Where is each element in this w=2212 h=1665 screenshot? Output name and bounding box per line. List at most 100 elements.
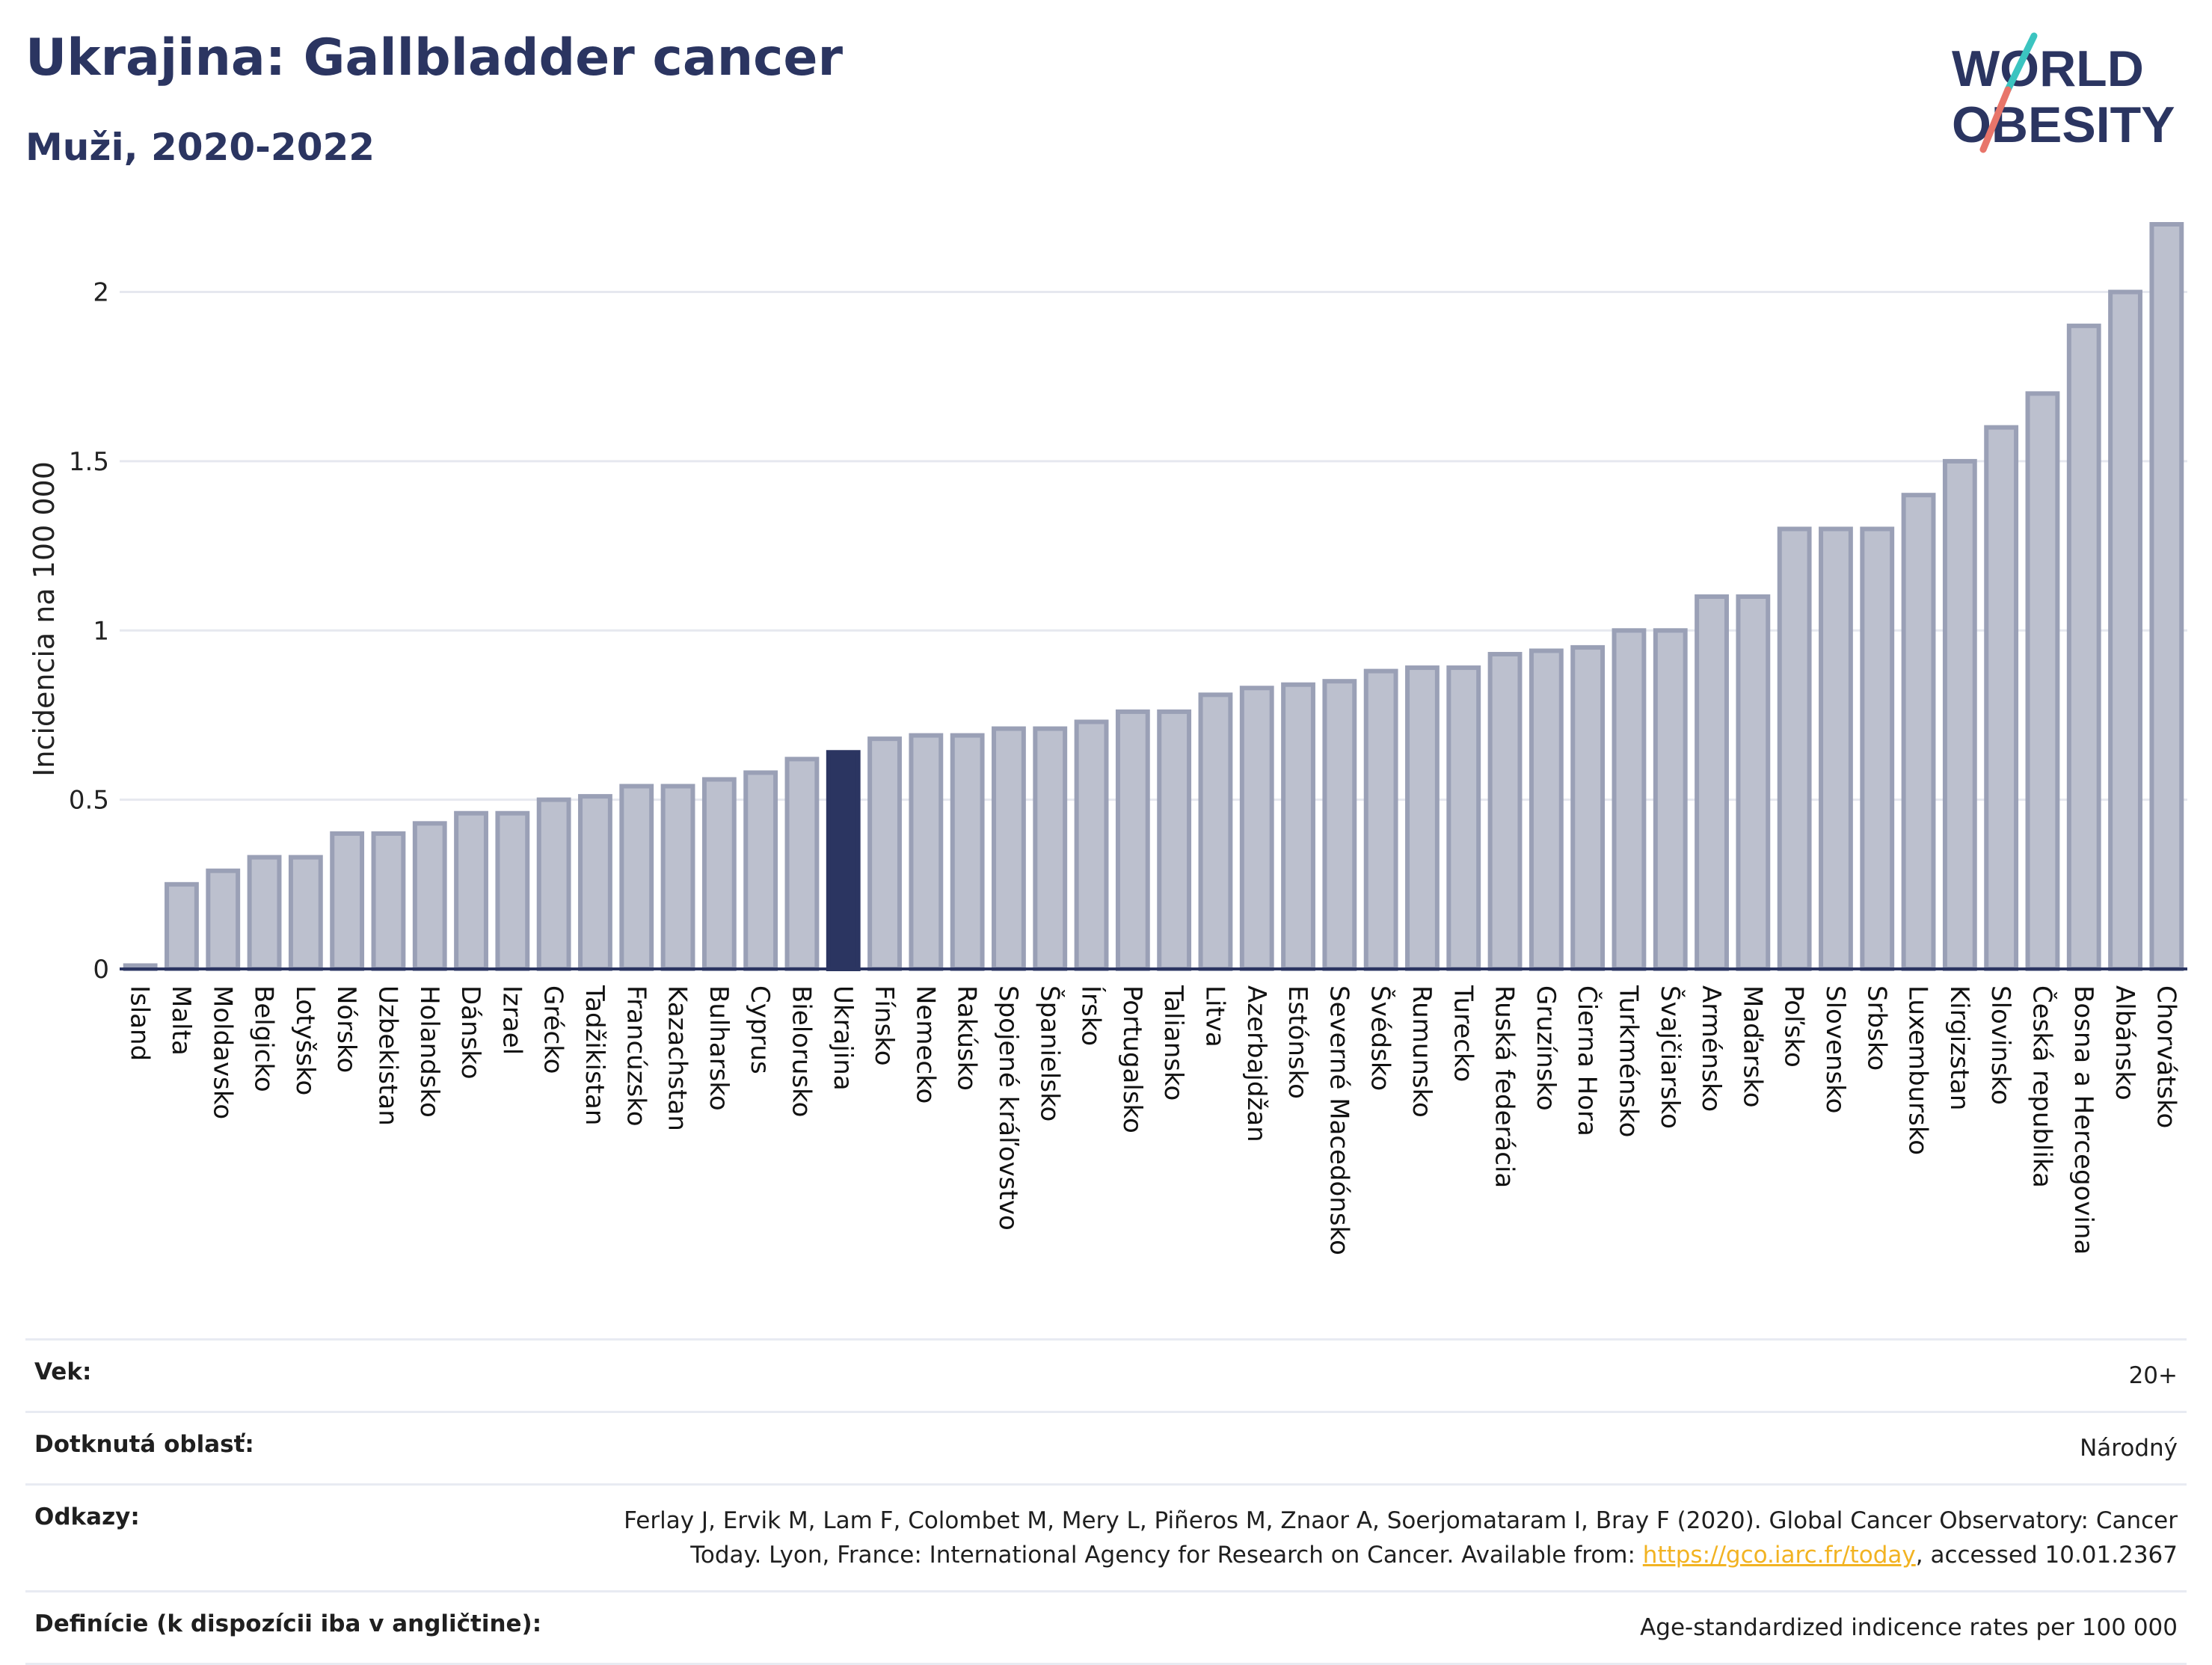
x-tick-label: Cyprus [745, 985, 775, 1074]
x-tick-label: Estónsko [1282, 985, 1312, 1099]
x-tick-label: Bosna a Hercegovina [2068, 985, 2098, 1255]
bar-Moldavsko[interactable] [206, 868, 241, 972]
info-label: Definície (k dispozícii iba v angličtine… [34, 1610, 542, 1637]
bar-Lotyšsko[interactable] [288, 855, 323, 971]
x-tick-label: Albánsko [2110, 985, 2139, 1101]
x-tick-label: Arménsko [1696, 985, 1726, 1112]
bar-Portugalsko[interactable] [1115, 709, 1150, 971]
bar-Holandsko[interactable] [412, 821, 447, 971]
info-table: Vek: 20+ Dotknutá oblasť: Národný Odkazy… [25, 1338, 2187, 1665]
bar-Turkménsko[interactable] [1612, 628, 1647, 971]
bar-Gruzínsko[interactable] [1529, 648, 1564, 971]
x-tick-label: Bielorusko [786, 985, 816, 1117]
bar-Albánsko[interactable] [2108, 289, 2142, 971]
bar-Nórsko[interactable] [330, 831, 365, 971]
bar-Švédsko[interactable] [1363, 668, 1398, 971]
info-label: Odkazy: [34, 1504, 140, 1530]
bar-Nemecko[interactable] [909, 733, 944, 971]
info-label: Dotknutá oblasť: [34, 1431, 254, 1458]
reference-text: Ferlay J, Ervik M, Lam F, Colombet M, Me… [624, 1507, 2178, 1569]
bar-Fínsko[interactable] [867, 736, 902, 971]
bar-Bielorusko[interactable] [784, 757, 820, 971]
reference-link[interactable]: https://gco.iarc.fr/today [1642, 1542, 1916, 1569]
y-tick-label: 0.5 [69, 786, 109, 816]
x-tick-label: Spojené kráľovstvo [993, 985, 1023, 1231]
bar-Švajčiarsko[interactable] [1653, 628, 1688, 971]
bar-Maďarsko[interactable] [1736, 594, 1771, 971]
y-tick-label: 2 [93, 278, 109, 308]
bar-Uzbekistan[interactable] [371, 831, 406, 971]
bar-Chorvátsko[interactable] [2149, 222, 2184, 971]
world-obesity-logo: WORLD OBESITY [1952, 32, 2175, 153]
x-tick-label: Francúzsko [621, 985, 651, 1127]
bar-Izrael[interactable] [495, 810, 530, 972]
x-tick-label: Gruzínsko [1531, 985, 1561, 1111]
info-label: Vek: [34, 1358, 92, 1385]
x-tick-label: Lotyšsko [290, 985, 320, 1095]
bar-Španielsko[interactable] [1033, 726, 1068, 972]
bar-Česká republika[interactable] [2025, 391, 2060, 971]
bar-Litva[interactable] [1198, 692, 1233, 971]
bar-Malta[interactable] [165, 881, 199, 972]
bar-Belgicko[interactable] [247, 855, 282, 971]
bar-Čierna Hora[interactable] [1570, 644, 1606, 972]
bar-Spojené kráľovstvo[interactable] [992, 726, 1026, 972]
bar-Bulharsko[interactable] [701, 777, 737, 972]
x-tick-label: Malta [166, 985, 196, 1056]
labels: 0 0.5 1 1.5 2 Incidencia na 100 000 Island Malt… [28, 278, 2181, 1255]
x-tick-label: Uzbekistan [372, 985, 402, 1126]
page-title: Ukrajina: Gallbladder cancer [25, 28, 844, 87]
bar-Taliansko[interactable] [1157, 709, 1192, 971]
bar-Ukrajina[interactable] [826, 750, 861, 971]
bar-Estónsko[interactable] [1281, 682, 1315, 972]
bar-chart: 0 0.5 1 1.5 2 Incidencia na 100 000 Island Malt… [28, 222, 2187, 1255]
x-tick-label: Česká republika [2027, 985, 2057, 1188]
x-tick-label: Čierna Hora [1572, 985, 1603, 1136]
bar-Turecko[interactable] [1446, 665, 1481, 972]
logo-accent-coral [1979, 86, 2012, 153]
x-tick-label: Chorvátsko [2151, 985, 2181, 1128]
x-tick-label: Rakúsko [952, 985, 982, 1091]
logo-line1: WORLD [1952, 40, 2144, 97]
bar-Rumunsko[interactable] [1405, 665, 1440, 972]
bar-Ruská federácia[interactable] [1487, 651, 1523, 971]
bar-Severné Macedónsko[interactable] [1322, 679, 1357, 971]
bar-Cyprus[interactable] [743, 770, 778, 972]
info-row-age: Vek: 20+ [25, 1338, 2187, 1411]
bar-Tadžikistan[interactable] [578, 794, 612, 972]
x-tick-label: Fínsko [869, 985, 899, 1066]
x-tick-label: Turecko [1448, 985, 1478, 1082]
bar-Arménsko[interactable] [1695, 594, 1729, 971]
bar-Bosna a Hercegovina[interactable] [2066, 323, 2101, 971]
x-tick-label: Rumunsko [1407, 985, 1437, 1118]
y-tick-label: 1.5 [69, 447, 109, 477]
bar-Írsko[interactable] [1074, 719, 1109, 971]
bar-Poľsko[interactable] [1777, 526, 1812, 971]
x-tick-label: Španielsko [1034, 985, 1065, 1121]
bar-Rakúsko[interactable] [950, 733, 985, 971]
bar-Grécko[interactable] [536, 797, 571, 971]
bar-Kirgizstan[interactable] [1942, 458, 1977, 971]
reference-accessed: , accessed 10.01.2367 [1915, 1542, 2178, 1569]
page-subtitle: Muži, 2020-2022 [25, 126, 375, 169]
x-tick-label: Izrael [497, 985, 526, 1055]
bar-Azerbajdžan[interactable] [1239, 686, 1274, 972]
bar-Kazachstan[interactable] [660, 784, 695, 971]
y-tick-label: 0 [93, 955, 109, 985]
x-tick-label: Azerbajdžan [1241, 985, 1271, 1142]
y-tick-label: 1 [93, 616, 109, 646]
bar-Slovensko[interactable] [1819, 526, 1853, 971]
x-tick-label: Turkménsko [1613, 985, 1643, 1137]
bars [123, 222, 2184, 972]
x-tick-label: Nemecko [910, 985, 940, 1104]
bar-Francúzsko[interactable] [619, 784, 654, 971]
x-tick-label: Slovinsko [1985, 985, 2015, 1105]
bar-Luxembursko[interactable] [1901, 493, 1936, 971]
bar-Slovinsko[interactable] [1984, 425, 2019, 971]
x-tick-label: Kirgizstan [1944, 985, 1974, 1110]
info-row-definitions: Definície (k dispozícii iba v angličtine… [25, 1590, 2187, 1665]
info-row-area: Dotknutá oblasť: Národný [25, 1411, 2187, 1483]
bar-Srbsko[interactable] [1860, 526, 1895, 971]
bar-Dánsko[interactable] [454, 810, 488, 972]
x-tick-label: Island [125, 985, 155, 1061]
